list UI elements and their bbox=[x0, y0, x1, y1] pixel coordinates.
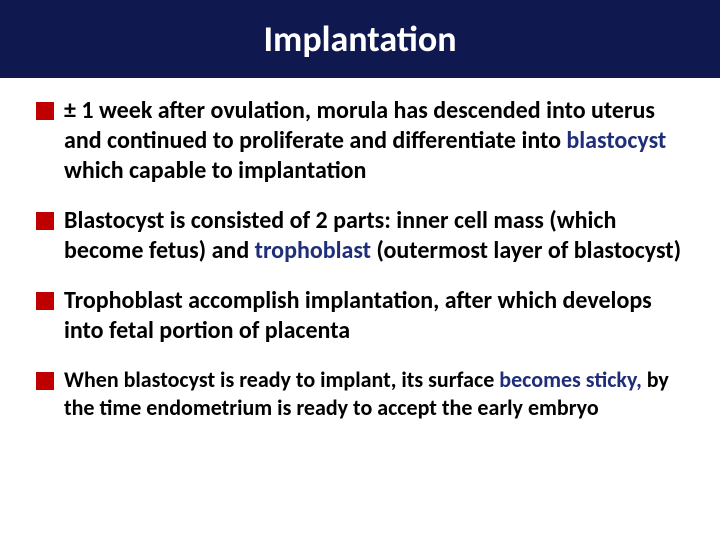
body-text: When blastocyst is ready to implant, its… bbox=[64, 366, 499, 393]
bullet-text: When blastocyst is ready to implant, its… bbox=[64, 366, 692, 421]
bullet-marker-icon bbox=[36, 292, 54, 310]
bullet-text: Trophoblast accomplish implantation, aft… bbox=[64, 286, 692, 346]
slide-title: Implantation bbox=[263, 17, 456, 61]
bullet-text: Blastocyst is consisted of 2 parts: inne… bbox=[64, 206, 692, 266]
body-text: (outermost layer of blastocyst) bbox=[371, 236, 681, 265]
bullet-text: ± 1 week after ovulation, morula has des… bbox=[64, 96, 692, 186]
bullet-marker-icon bbox=[36, 102, 54, 120]
bullet-item: Trophoblast accomplish implantation, aft… bbox=[36, 286, 692, 346]
bullet-item: When blastocyst is ready to implant, its… bbox=[36, 366, 692, 421]
body-text: Trophoblast accomplish implantation, aft… bbox=[64, 286, 652, 345]
bullet-item: Blastocyst is consisted of 2 parts: inne… bbox=[36, 206, 692, 266]
bullet-marker-icon bbox=[36, 212, 54, 230]
bullet-marker-icon bbox=[36, 372, 54, 390]
highlight-text: trophoblast bbox=[255, 236, 371, 265]
slide-header: Implantation bbox=[0, 0, 720, 78]
highlight-text: becomes sticky, bbox=[499, 366, 641, 393]
body-text: which capable to implantation bbox=[64, 156, 366, 185]
highlight-text: blastocyst bbox=[566, 126, 666, 155]
bullet-item: ± 1 week after ovulation, morula has des… bbox=[36, 96, 692, 186]
slide-content: ± 1 week after ovulation, morula has des… bbox=[0, 78, 720, 421]
